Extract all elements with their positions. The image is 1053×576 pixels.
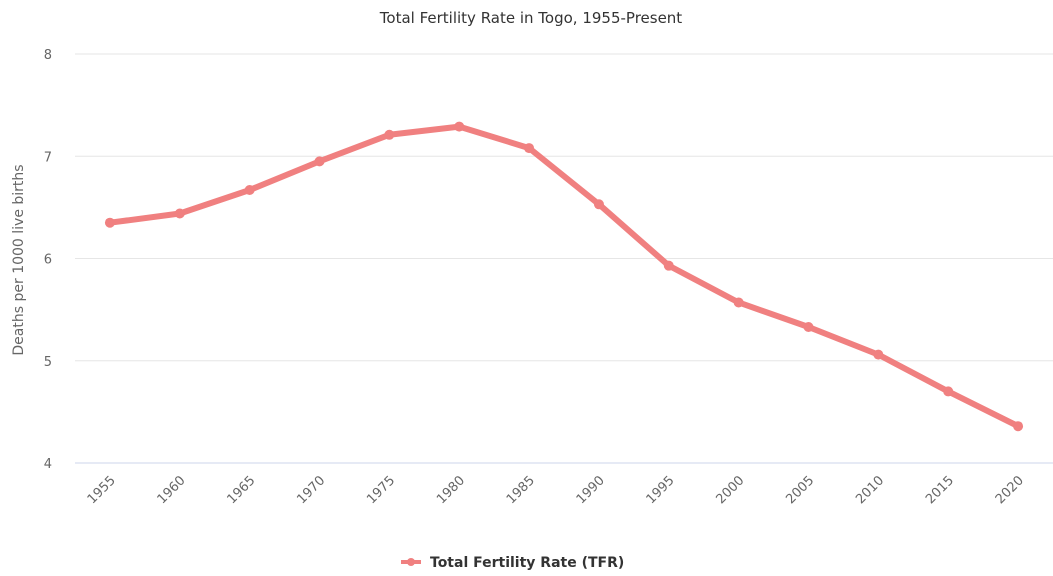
data-point[interactable] (524, 143, 535, 154)
data-point[interactable] (1013, 421, 1024, 432)
x-axis-tick-labels: 1955 1960 1965 1970 1975 1980 1985 1990 1995 2000… (85, 473, 1027, 507)
x-tick-label: 2015 (923, 473, 957, 507)
data-point[interactable] (174, 208, 185, 219)
x-tick-label: 1990 (574, 473, 608, 507)
data-point[interactable] (244, 184, 255, 195)
data-point[interactable] (593, 199, 604, 210)
x-tick-label: 1970 (294, 473, 328, 507)
x-tick-label: 1960 (155, 473, 189, 507)
x-tick-label: 2010 (853, 473, 887, 507)
x-tick-label: 1955 (85, 473, 119, 507)
legend[interactable]: Total Fertility Rate (TFR) (401, 555, 624, 571)
legend-label: Total Fertility Rate (TFR) (430, 555, 624, 571)
x-tick-label: 1965 (224, 473, 258, 507)
data-point[interactable] (803, 322, 814, 333)
data-point[interactable] (733, 297, 744, 308)
y-tick-label: 4 (44, 457, 52, 472)
data-point[interactable] (104, 217, 115, 228)
x-tick-label: 1995 (644, 473, 678, 507)
data-point[interactable] (663, 260, 674, 271)
chart-title: Total Fertility Rate in Togo, 1955-Prese… (379, 9, 683, 27)
x-tick-label: 2020 (993, 473, 1027, 507)
y-tick-label: 6 (44, 253, 52, 268)
y-axis-tick-labels: 4 5 6 7 8 (44, 48, 52, 472)
data-point[interactable] (873, 349, 884, 360)
data-point[interactable] (384, 129, 395, 140)
x-tick-label: 1985 (504, 473, 538, 507)
x-tick-label: 2005 (783, 473, 817, 507)
x-tick-label: 2000 (713, 473, 747, 507)
y-axis-title: Deaths per 1000 live births (11, 164, 27, 355)
data-point[interactable] (454, 121, 465, 132)
y-tick-label: 5 (44, 355, 52, 370)
x-tick-label: 1980 (434, 473, 468, 507)
y-tick-label: 7 (44, 150, 52, 165)
x-tick-label: 1975 (364, 473, 398, 507)
series-line (106, 123, 1022, 430)
legend-point-marker (407, 558, 415, 566)
series-total-fertility-rate (104, 121, 1024, 432)
data-point[interactable] (314, 156, 325, 167)
gridlines (75, 53, 1053, 362)
y-tick-label: 8 (44, 48, 52, 63)
data-point[interactable] (943, 386, 954, 397)
